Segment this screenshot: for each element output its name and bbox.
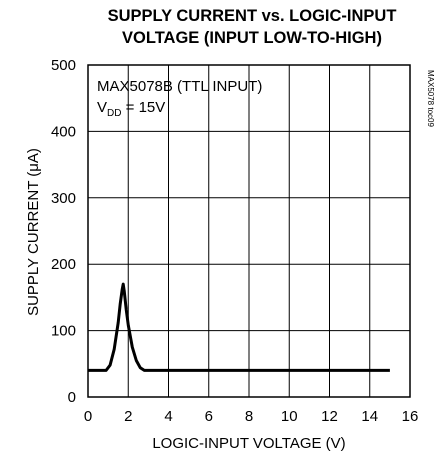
- x-tick-label-2: 2: [124, 408, 132, 425]
- x-tick-label-4: 4: [164, 408, 172, 425]
- x-tick-label-16: 16: [402, 408, 419, 425]
- annotation-vdd-sub: DD: [107, 108, 121, 119]
- tick-labels: 0 2 4 6 8 10 12 14 16 0 100 200 300 400 500: [51, 57, 418, 425]
- annotation-device: MAX5078B (TTL INPUT): [97, 78, 262, 95]
- y-tick-label-0: 0: [68, 389, 76, 406]
- chart-title-line2: VOLTAGE (INPUT LOW-TO-HIGH): [122, 29, 382, 47]
- x-tick-label-12: 12: [321, 408, 338, 425]
- annotation-vdd-main: V: [97, 99, 107, 116]
- x-tick-label-6: 6: [205, 408, 213, 425]
- x-tick-label-0: 0: [84, 408, 92, 425]
- annotation: MAX5078B (TTL INPUT) VDD = 15V: [97, 78, 262, 119]
- y-tick-label-400: 400: [51, 123, 76, 140]
- series-line-supply-current: [88, 282, 390, 372]
- x-tick-label-14: 14: [361, 408, 378, 425]
- y-tick-label-500: 500: [51, 57, 76, 74]
- x-axis-label: LOGIC-INPUT VOLTAGE (V): [152, 435, 345, 452]
- y-axis-label: SUPPLY CURRENT (μA): [25, 148, 42, 316]
- y-tick-label-200: 200: [51, 256, 76, 273]
- y-tick-label-300: 300: [51, 190, 76, 207]
- chart-title-line1: SUPPLY CURRENT vs. LOGIC-INPUT: [108, 7, 397, 25]
- annotation-vdd-value: = 15V: [121, 99, 165, 116]
- x-tick-label-8: 8: [245, 408, 253, 425]
- y-tick-label-100: 100: [51, 323, 76, 340]
- plot-frame: [87, 64, 411, 398]
- x-tick-label-10: 10: [281, 408, 298, 425]
- annotation-vdd: VDD = 15V: [97, 99, 165, 119]
- grid: [88, 65, 410, 397]
- figure-id-label: MAX5078 toc09: [426, 70, 435, 127]
